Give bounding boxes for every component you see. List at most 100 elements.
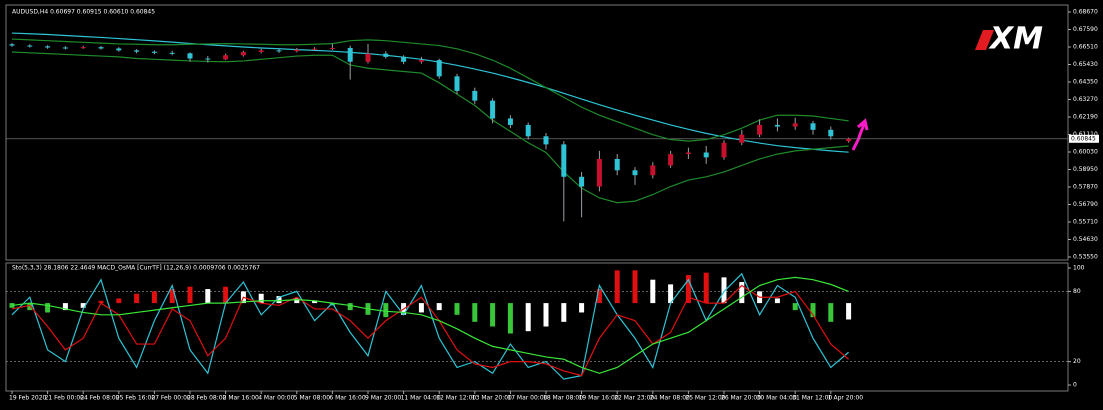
candle-body [383,53,389,57]
histogram-bar [579,303,585,313]
histogram-bar [703,272,709,304]
candle-body [846,138,852,142]
y-tick-label: 0.55710 [1073,219,1098,226]
histogram-bar [774,298,780,304]
y-tick-label: 0.63270 [1073,96,1098,103]
candle-body [703,152,709,158]
histogram-bar [294,298,300,304]
y-tick-label: 0.66510 [1073,44,1098,51]
x-tick-label: 5 Mar 08:00 [294,395,330,402]
candle-body [436,60,442,77]
candle-body [561,144,567,177]
x-tick-label: 12 Mar 12:00 [436,395,476,402]
candle-body [347,47,353,62]
histogram-bar [632,270,638,304]
line-series [11,276,849,374]
candle-body [668,154,674,166]
arrow [851,118,869,151]
x-tick-label: 31 Mar 12:00 [792,395,832,402]
histogram-bar [205,289,211,304]
candle-body [312,48,318,50]
candle-body [294,49,300,52]
x-tick-label: 30 Mar 04:00 [757,395,797,402]
x-tick-label: 19 Feb 2020 [9,395,47,402]
candle-body [151,51,157,53]
candle-body [614,158,620,171]
line-series [11,51,849,204]
histogram-bar [312,300,318,304]
y-tick-label: 0.56790 [1073,201,1098,208]
candle-body [418,60,424,62]
y-tick-label: 0 [1073,382,1077,389]
candle-body [169,52,175,54]
chart-title: AUDUSD,H4 0.60697 0.60915 0.60610 0.6084… [12,9,155,16]
histogram-bar [454,303,460,315]
histogram-bar [828,303,834,322]
candle-body [454,76,460,91]
histogram-bar [98,300,104,304]
histogram-bar [258,293,264,304]
line-series [11,272,849,380]
histogram-bar [614,270,620,304]
candle-body [828,129,834,137]
x-tick-label: 21 Feb 00:00 [45,395,85,402]
candle-body [80,47,86,49]
histogram-bar [80,303,86,308]
y-tick-label: 0.67590 [1073,26,1098,33]
histogram-bar [472,303,478,322]
histogram-bar [347,303,353,311]
x-tick-label: 22 Mar 23:00 [614,395,654,402]
candle-body [27,45,33,47]
candle-body [774,124,780,127]
candle-body [596,158,602,187]
indicator-panel [5,262,1069,392]
histogram-bar [383,303,389,318]
histogram-bar [45,303,51,313]
candle-body [401,56,407,62]
x-tick-label: 27 Feb 00:00 [151,395,191,402]
x-tick-label: 28 Feb 08:00 [187,395,227,402]
x-tick-label: 13 Mar 20:00 [472,395,512,402]
line-series [11,284,849,377]
histogram-bar [543,303,549,327]
x-tick-label: 26 Mar 20:00 [721,395,761,402]
candle-body [187,53,193,59]
candle-body [9,44,15,46]
histogram-bar [169,289,175,304]
candle-body [810,123,816,130]
histogram-bar [739,282,745,304]
histogram-bar [490,303,496,327]
histogram-bar [436,303,442,311]
candle-body [116,48,122,51]
candle-body [525,124,531,137]
indicator-title: Sto(5,3,3) 28.1806 22.4649 MACD_OsMA [Cu… [12,265,260,272]
histogram-bar [27,303,33,311]
candle-body [365,53,371,62]
histogram-bar [134,293,140,304]
candle-body [205,58,211,60]
price-tag [1069,134,1099,143]
y-tick-label: 0.54630 [1073,236,1098,243]
candle-body [472,90,478,101]
candle-body [98,47,104,49]
histogram-bar [561,303,567,322]
histogram-bar [792,303,798,311]
candle-body [685,152,691,155]
logo: XM [988,22,1043,57]
histogram-bar [685,275,691,304]
y-tick-label: 0.53550 [1073,254,1098,261]
y-tick-label: 0.60030 [1073,149,1098,156]
candle-body [650,165,656,176]
y-tick-label: 0.64350 [1073,79,1098,86]
histogram-bar [846,303,852,320]
histogram-bar [507,303,513,334]
x-tick-label: 6 Mar 16:00 [329,395,365,402]
x-tick-label: 11 Mar 04:00 [401,395,441,402]
candle-body [240,52,246,56]
x-tick-label: 4 Mar 00:00 [258,395,294,402]
candle-body [45,46,51,48]
candle-body [543,136,549,145]
histogram-bar [668,284,674,304]
y-tick-label: 0.65430 [1073,61,1098,68]
